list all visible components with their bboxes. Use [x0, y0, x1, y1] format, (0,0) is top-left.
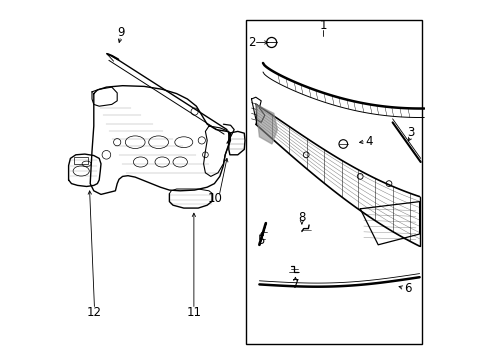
Text: 7: 7 [292, 278, 299, 291]
Bar [246, 20, 422, 344]
Text: 6: 6 [404, 282, 412, 294]
Text: 9: 9 [117, 26, 124, 39]
Text: 1: 1 [320, 19, 327, 32]
Text: 12: 12 [87, 306, 102, 319]
Text: 2: 2 [248, 36, 255, 49]
Text: 3: 3 [408, 126, 415, 139]
Bar [74, 157, 88, 164]
Polygon shape [256, 104, 277, 144]
Text: 11: 11 [186, 306, 201, 319]
Text: 10: 10 [208, 192, 223, 205]
Text: 5: 5 [257, 234, 265, 247]
Text: 8: 8 [298, 211, 306, 224]
Text: 4: 4 [366, 135, 373, 148]
